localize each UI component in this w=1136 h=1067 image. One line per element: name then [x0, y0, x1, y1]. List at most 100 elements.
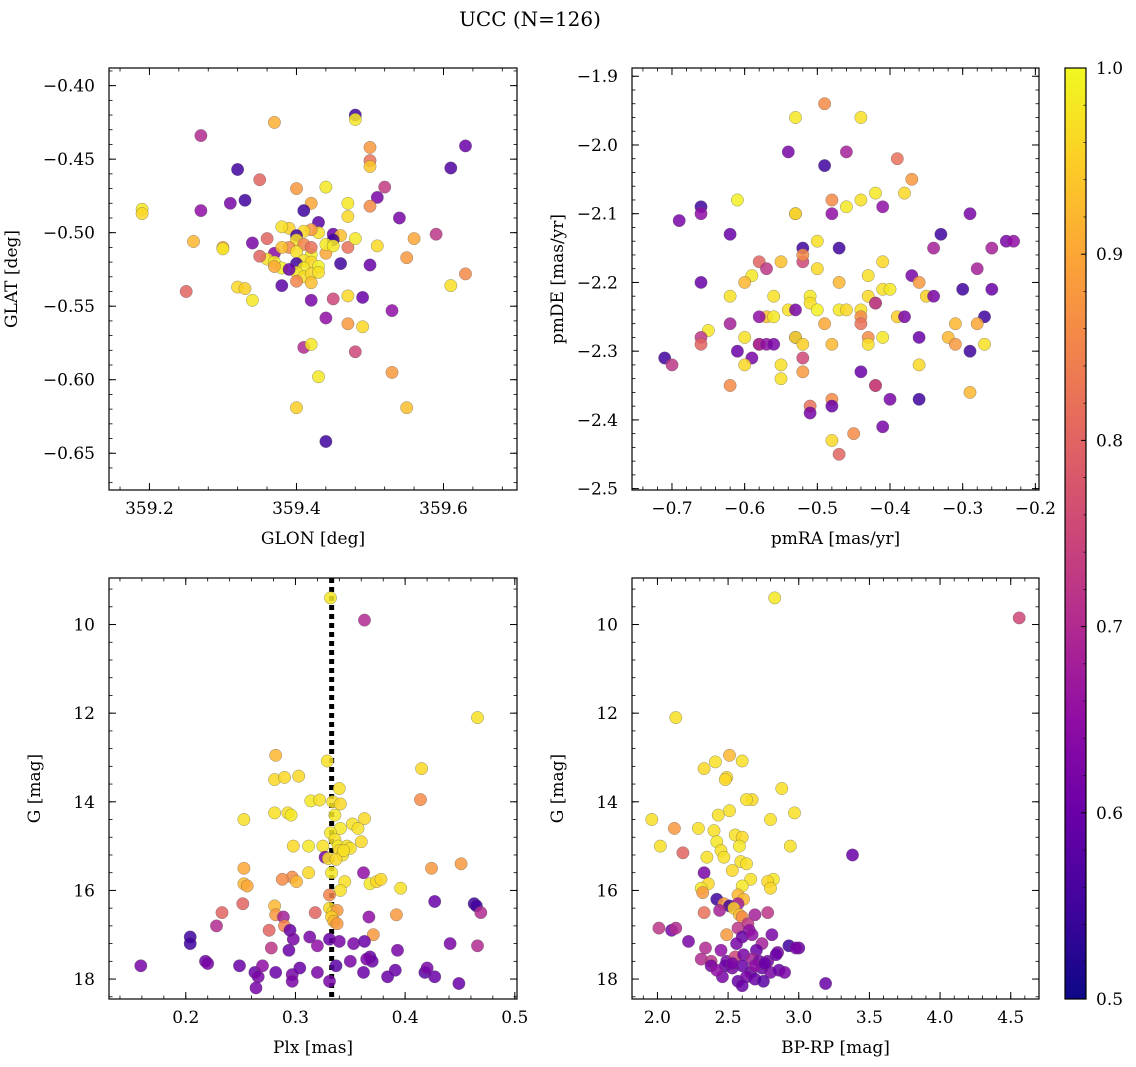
- data-point: [357, 965, 370, 979]
- data-point: [832, 275, 846, 289]
- data-point: [876, 200, 890, 214]
- data-point: [985, 282, 999, 296]
- data-point: [653, 839, 667, 853]
- data-point: [236, 897, 250, 911]
- data-point: [245, 293, 259, 307]
- data-point: [697, 866, 711, 880]
- data-point: [348, 113, 362, 126]
- data-point: [694, 275, 708, 289]
- data-point: [752, 310, 766, 324]
- colorbar-tick-label: 0.7: [1096, 618, 1123, 638]
- data-point: [329, 852, 343, 866]
- x-tick-label: 359.2: [125, 499, 174, 519]
- data-point: [400, 251, 414, 265]
- data-point: [262, 923, 276, 937]
- data-point: [667, 821, 681, 835]
- data-point: [740, 793, 753, 807]
- data-point: [876, 420, 890, 434]
- colorbar: 0.5 0.6 0.7 0.8 0.9 1.0: [1064, 59, 1123, 1010]
- data-point: [788, 806, 801, 820]
- data-point: [825, 337, 839, 351]
- data-point: [329, 959, 343, 973]
- y-tick-label: 10: [596, 616, 618, 636]
- data-point: [428, 970, 442, 984]
- data-point: [708, 755, 722, 769]
- data-point: [732, 839, 746, 853]
- data-point: [326, 239, 340, 253]
- data-point: [883, 282, 897, 296]
- x-axis-label: pmRA [mas/yr]: [771, 529, 900, 549]
- data-point: [394, 881, 408, 895]
- data-point: [789, 207, 802, 221]
- data-point: [738, 330, 752, 344]
- data-point: [323, 974, 336, 988]
- data-point: [723, 289, 737, 303]
- x-tick-label: −0.3: [942, 499, 983, 519]
- data-point: [796, 248, 810, 262]
- data-point: [769, 948, 783, 962]
- data-point: [718, 773, 732, 787]
- data-point: [253, 173, 267, 187]
- data-point: [970, 317, 984, 331]
- data-point: [898, 310, 911, 324]
- data-point: [385, 304, 399, 318]
- data-point: [347, 937, 361, 951]
- data-point: [471, 711, 484, 725]
- panel-plx-vs-g: 0.2 0.3 0.4 0.5 10 12 14 16 18 Plx [mas] G [mag]: [25, 577, 528, 1058]
- x-tick-label: 2.5: [715, 1008, 742, 1028]
- data-point: [765, 928, 779, 942]
- x-axis-label: Plx [mas]: [273, 1038, 353, 1058]
- data-point: [251, 970, 265, 984]
- x-axis-label: BP-RP [mag]: [781, 1038, 890, 1058]
- data-point: [832, 447, 846, 461]
- data-point: [796, 351, 810, 365]
- data-point: [269, 748, 283, 762]
- data-point: [714, 943, 728, 957]
- x-tick-label: −0.7: [651, 499, 692, 519]
- data-point: [325, 866, 339, 880]
- data-point: [245, 236, 259, 250]
- data-point: [400, 401, 414, 415]
- x-tick-label: −0.5: [797, 499, 838, 519]
- data-point: [730, 193, 744, 207]
- y-tick-label: −0.60: [43, 371, 95, 391]
- data-point: [201, 957, 215, 970]
- data-point: [381, 970, 395, 984]
- data-point: [356, 290, 370, 304]
- data-point: [378, 180, 392, 194]
- data-point: [876, 330, 890, 344]
- data-point: [358, 934, 371, 948]
- data-point: [302, 866, 316, 880]
- data-point: [194, 204, 208, 218]
- data-point: [256, 959, 269, 973]
- data-point: [810, 303, 824, 317]
- data-point: [825, 207, 839, 221]
- data-point: [927, 241, 941, 255]
- data-point: [275, 220, 289, 234]
- data-point: [740, 857, 753, 871]
- data-point: [370, 190, 384, 204]
- axes-frame: [108, 67, 518, 491]
- data-point: [825, 434, 839, 447]
- data-point: [389, 908, 403, 922]
- x-tick-label: −0.4: [869, 499, 910, 519]
- data-point: [847, 427, 861, 441]
- data-point: [223, 196, 237, 210]
- data-point: [730, 344, 744, 358]
- data-point: [745, 928, 759, 942]
- y-tick-label: 12: [73, 704, 95, 724]
- data-point: [912, 330, 926, 344]
- data-point: [839, 200, 853, 214]
- data-point: [697, 762, 711, 776]
- y-tick-label: −2.4: [577, 411, 618, 431]
- data-point: [363, 140, 377, 154]
- x-tick-label: −0.2: [1015, 499, 1056, 519]
- data-point: [869, 186, 882, 200]
- data-point: [324, 591, 337, 605]
- data-point: [700, 850, 714, 864]
- axes-frame: [108, 577, 518, 1000]
- data-point: [474, 906, 488, 920]
- data-point: [774, 372, 788, 386]
- colorbar-gradient: [1064, 67, 1087, 1000]
- data-point: [471, 939, 484, 953]
